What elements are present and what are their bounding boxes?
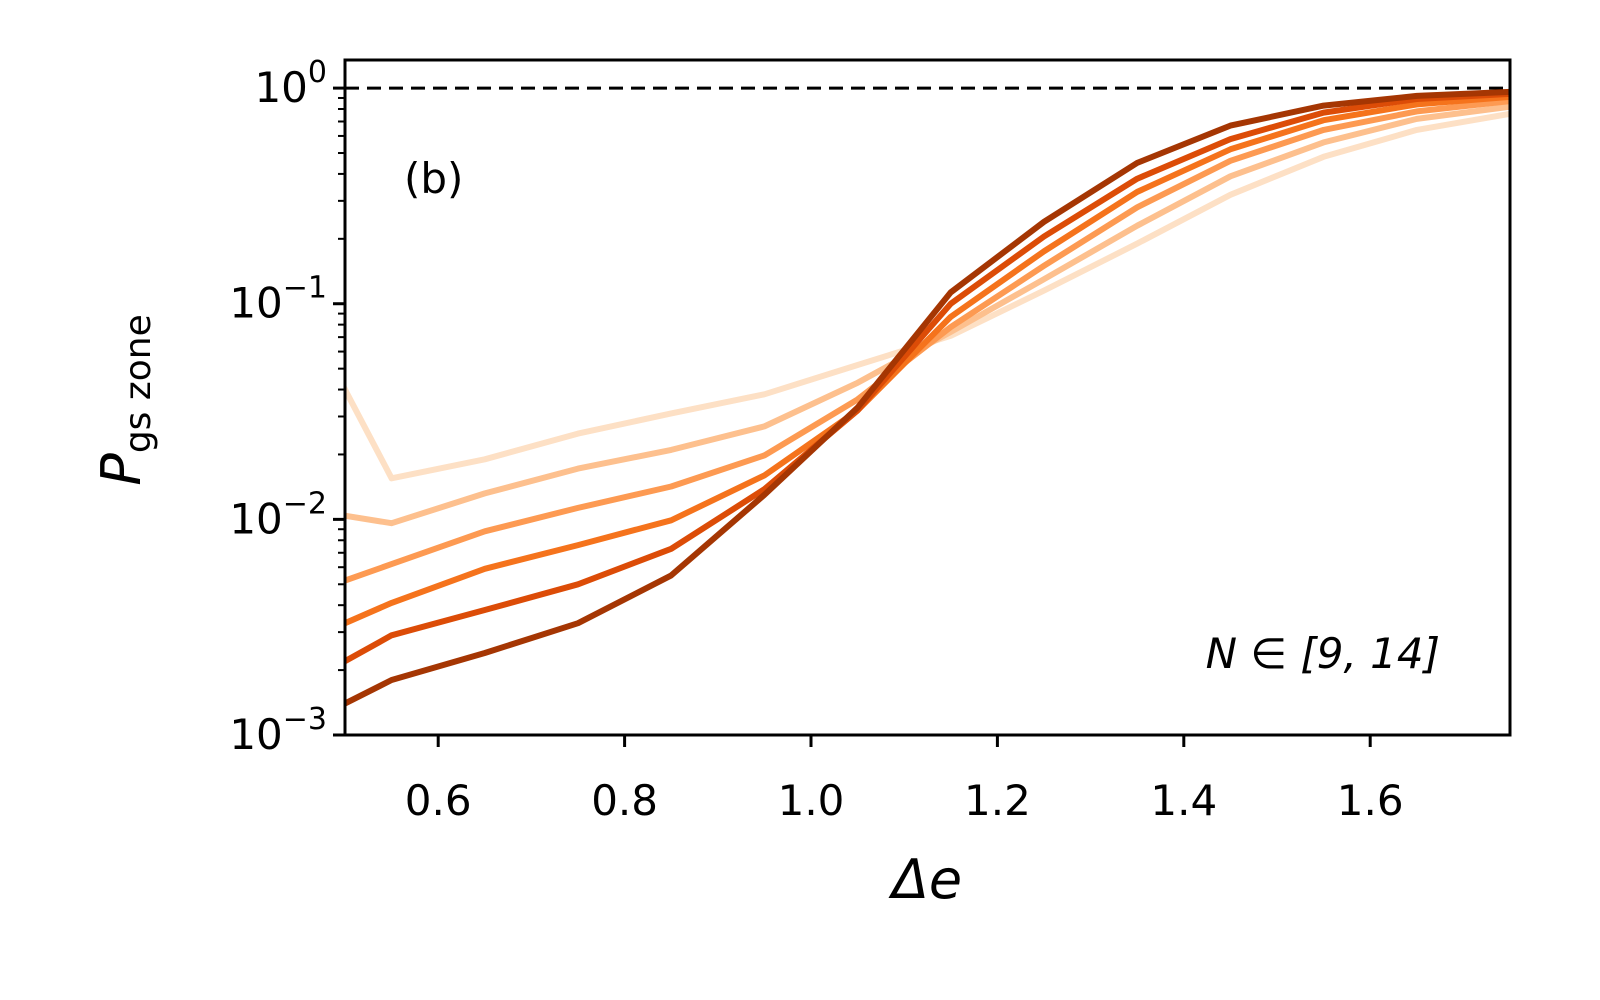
y-tick-label: 100: [254, 55, 327, 112]
series-layer: [345, 88, 1510, 707]
y-tick-label: 10−2: [229, 486, 327, 543]
x-tick-labels: 0.6 0.8 1.0 1.2 1.4 1.6: [405, 776, 1404, 825]
svg-text:Pgs zone: Pgs zone: [90, 314, 159, 486]
y-axis-label-sub: gs zone: [118, 314, 159, 453]
series-line-n-9: [345, 110, 1510, 482]
y-tick-labels: 10−3 10−2 10−1 100: [229, 55, 327, 759]
legend-text: N ∈ [9, 14]: [1206, 629, 1440, 678]
series-line-n-10: [345, 103, 1510, 527]
series-line-n-14: [345, 88, 1510, 707]
series-line-n-12: [345, 93, 1510, 627]
panel-label: (b): [404, 154, 463, 203]
axis-ticks: [333, 86, 1372, 747]
x-axis-label: Δe: [888, 848, 962, 911]
y-tick-label: 10−1: [229, 271, 327, 328]
y-axis-label-main: P: [90, 453, 153, 486]
x-tick-label: 1.2: [964, 776, 1031, 825]
y-axis-label: Pgs zone: [90, 314, 159, 486]
series-line-n-13: [345, 90, 1510, 665]
plot-frame: [343, 58, 1512, 737]
x-tick-label: 0.8: [591, 776, 658, 825]
x-tick-label: 1.0: [778, 776, 845, 825]
x-tick-label: 1.6: [1337, 776, 1404, 825]
y-tick-label: 10−3: [229, 702, 327, 759]
x-tick-label: 0.6: [405, 776, 472, 825]
x-tick-label: 1.4: [1150, 776, 1217, 825]
